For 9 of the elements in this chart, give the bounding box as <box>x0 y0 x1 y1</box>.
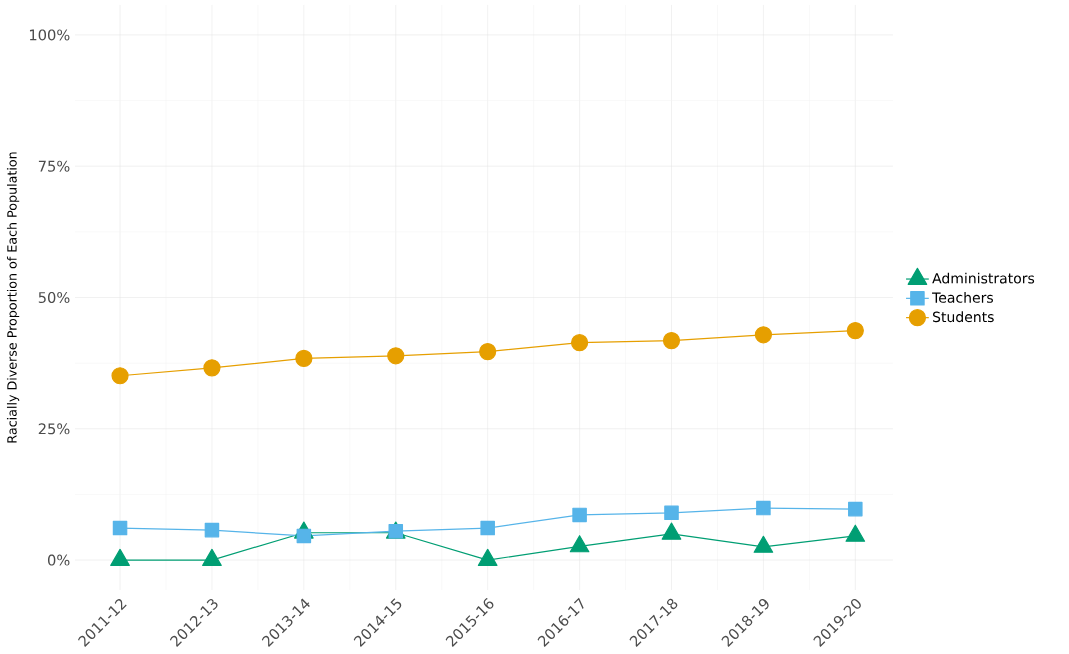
legend-label: Teachers <box>932 292 993 303</box>
y-tick-label: 25% <box>38 423 70 435</box>
y-tick-label: 0% <box>47 554 70 566</box>
y-axis-title: Racially Diverse Proportion of Each Population <box>6 152 20 443</box>
legend-label: Administrators <box>932 272 1035 284</box>
y-tick-label: 100% <box>29 29 70 41</box>
y-tick-label: 75% <box>38 160 70 172</box>
legend-label: Students <box>932 311 994 323</box>
y-tick-label: 50% <box>38 291 70 304</box>
